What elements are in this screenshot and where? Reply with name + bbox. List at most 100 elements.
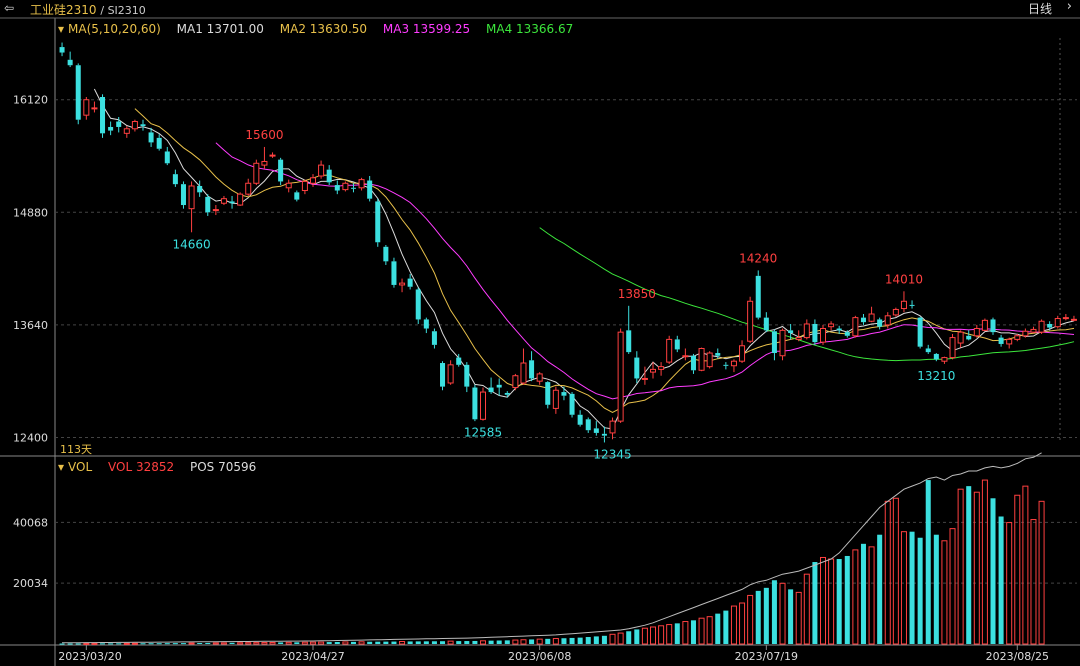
candle xyxy=(318,160,325,179)
candle-body xyxy=(730,360,737,367)
candle-body xyxy=(350,187,356,189)
candle xyxy=(358,177,365,191)
candle xyxy=(472,384,478,422)
candle xyxy=(285,179,292,193)
candle xyxy=(755,270,761,320)
volume-bar xyxy=(1038,500,1045,645)
candle xyxy=(100,94,106,138)
volume-bar xyxy=(585,637,591,644)
candle-body xyxy=(309,177,317,184)
candle-body xyxy=(828,323,835,328)
ma-legend-toggle-icon[interactable]: ▾ xyxy=(58,22,65,36)
candle xyxy=(641,366,648,385)
candle xyxy=(884,312,891,329)
candle-body xyxy=(569,393,575,415)
instrument-name: 工业硅2310 xyxy=(30,3,97,17)
instrument-title[interactable]: 工业硅2310 / SI2310 xyxy=(30,1,146,18)
candle-body xyxy=(747,300,754,342)
candle xyxy=(447,360,454,385)
candle-body xyxy=(634,357,640,379)
candle xyxy=(682,348,689,361)
volume-bar xyxy=(301,641,308,645)
instrument-code: / SI2310 xyxy=(100,4,146,17)
volume-bar xyxy=(747,594,754,645)
volume-bar xyxy=(803,573,810,645)
candle-body xyxy=(949,337,956,359)
candle xyxy=(577,410,583,427)
period-selector[interactable]: 日线 xyxy=(1027,2,1052,16)
candle xyxy=(423,317,429,334)
candle xyxy=(836,325,842,334)
volume-bar xyxy=(674,623,680,644)
volume-bar xyxy=(472,640,478,644)
candle-body xyxy=(294,192,300,200)
candle xyxy=(253,159,260,186)
candle-body xyxy=(148,132,154,143)
candle xyxy=(108,121,114,136)
candle-body xyxy=(617,331,624,422)
candle xyxy=(415,287,421,324)
candle-body xyxy=(1014,335,1021,340)
candle-body xyxy=(585,419,591,431)
candle-body xyxy=(909,304,915,306)
candle-body xyxy=(496,384,502,388)
volume-bar xyxy=(949,528,956,645)
volume-bar xyxy=(601,635,607,644)
candle-body xyxy=(884,315,891,326)
volume-bar xyxy=(205,642,211,644)
candle xyxy=(91,101,98,113)
volume-bar xyxy=(529,639,535,644)
volume-bar xyxy=(407,641,413,644)
candle-body xyxy=(763,317,769,331)
candle-body xyxy=(399,282,406,286)
date-tick-label: 2023/03/20 xyxy=(58,650,121,663)
candle xyxy=(383,244,389,265)
candle-body xyxy=(941,357,948,362)
candle xyxy=(715,348,721,359)
candle-body xyxy=(1030,328,1037,333)
volume-bar xyxy=(464,641,470,644)
volume-bar xyxy=(237,642,244,645)
candle-body xyxy=(342,182,349,191)
volume-bar xyxy=(666,624,673,645)
volume-bar xyxy=(156,643,162,645)
candle-body xyxy=(981,319,988,331)
volume-bar xyxy=(892,497,899,645)
volume-bar xyxy=(415,641,421,644)
volume-bar xyxy=(755,590,761,644)
candle xyxy=(674,335,680,353)
extreme-price-label: 14660 xyxy=(172,237,210,251)
candle xyxy=(658,362,665,376)
candle-body xyxy=(479,391,487,420)
candle xyxy=(1030,326,1037,334)
volume-bar xyxy=(844,555,850,644)
candle-body xyxy=(1047,323,1053,328)
chevron-right-icon[interactable]: › xyxy=(1066,0,1072,14)
volume-bar xyxy=(431,641,437,644)
candle xyxy=(294,190,300,202)
back-icon[interactable]: ⇦ xyxy=(4,1,15,15)
volume-bar xyxy=(690,620,696,644)
extreme-price-label: 13850 xyxy=(618,287,656,301)
candle-body xyxy=(245,182,252,195)
candle xyxy=(488,377,494,394)
candle-body xyxy=(788,330,794,334)
volume-bar xyxy=(447,640,454,645)
candle-body xyxy=(536,373,543,382)
volume-bar xyxy=(148,643,154,645)
vol-legend-toggle-icon[interactable]: ▾ xyxy=(58,460,65,474)
candle xyxy=(788,323,794,340)
candle xyxy=(957,330,964,348)
volume-bar xyxy=(634,629,640,644)
candle xyxy=(990,317,996,335)
candle-body xyxy=(739,345,746,362)
candle-body xyxy=(917,317,923,347)
candle-body xyxy=(1070,318,1077,321)
volume-bar xyxy=(423,641,429,644)
candle-body xyxy=(456,357,462,365)
candle xyxy=(819,324,827,345)
volume-bar xyxy=(545,638,551,644)
candle-body xyxy=(140,124,146,127)
date-tick-label: 2023/08/25 xyxy=(986,650,1049,663)
